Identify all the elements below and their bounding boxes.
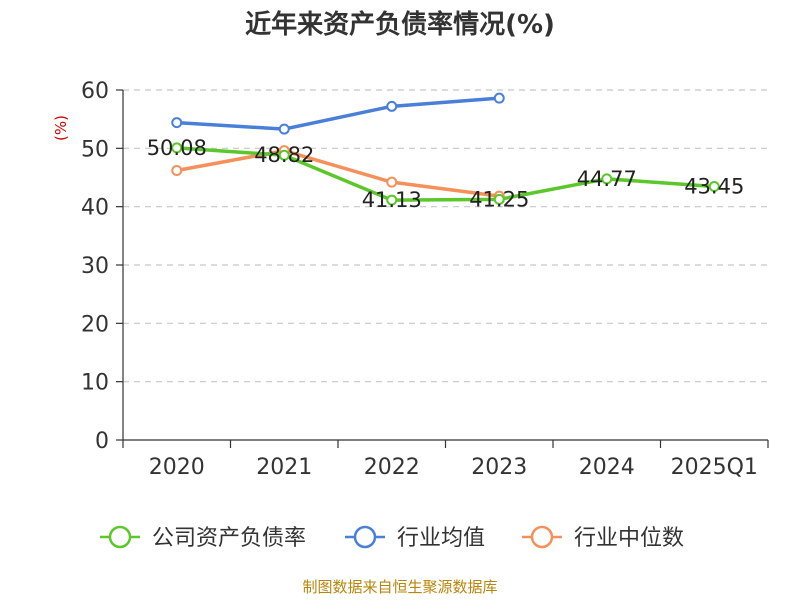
- data-point[interactable]: [171, 165, 183, 176]
- chart-title: 近年来资产负债率情况(%): [245, 9, 555, 40]
- data-point[interactable]: [493, 193, 505, 205]
- legend-item[interactable]: 公司资产负债率: [100, 525, 306, 551]
- series-lines: [171, 92, 720, 206]
- data-labels: 50.08 48.82 41.13 41.25 44.77 43.45: [147, 136, 745, 212]
- data-point[interactable]: [386, 176, 398, 188]
- x-tick-label: 2025Q1: [671, 455, 758, 480]
- legend[interactable]: 公司资产负债率 行业均值 行业中位数: [100, 525, 684, 551]
- data-point[interactable]: [493, 92, 505, 104]
- data-label: 44.77: [577, 167, 637, 191]
- legend-label: 公司资产负债率: [152, 526, 306, 551]
- series-line: [175, 148, 501, 198]
- data-label: 41.13: [362, 188, 422, 212]
- legend-label: 行业中位数: [574, 526, 684, 551]
- series-line: [175, 146, 716, 202]
- x-tick-label: 2020: [149, 455, 205, 480]
- y-axis-unit: (%): [52, 115, 70, 141]
- y-tick-label: 30: [81, 254, 109, 279]
- series-0: [171, 142, 720, 206]
- data-point[interactable]: [386, 194, 398, 206]
- source-note: 制图数据来自恒生聚源数据库: [302, 578, 497, 596]
- data-point[interactable]: [601, 173, 613, 185]
- legend-item[interactable]: 行业中位数: [522, 525, 684, 551]
- series-line: [175, 96, 501, 131]
- y-tick-label: 0: [95, 429, 109, 454]
- axes: 0 10 20 30 40 50 60 2020 2021 2022 2023 2024 2025Q1: [81, 79, 769, 480]
- x-tick-label: 2024: [579, 455, 635, 480]
- data-point[interactable]: [278, 149, 290, 161]
- x-tick-label: 2023: [471, 455, 527, 480]
- legend-marker: [353, 525, 377, 549]
- data-label: 48.82: [254, 143, 314, 167]
- legend-item[interactable]: 行业均值: [345, 525, 485, 551]
- x-tick-label: 2021: [256, 455, 312, 480]
- data-label: 43.45: [684, 175, 744, 199]
- y-tick-label: 40: [81, 196, 109, 221]
- series-2: [171, 145, 505, 202]
- grid: [123, 89, 768, 383]
- data-point[interactable]: [171, 117, 183, 129]
- data-point[interactable]: [386, 100, 398, 112]
- y-tick-label: 20: [81, 312, 109, 337]
- data-point[interactable]: [708, 181, 720, 193]
- y-tick-label: 10: [81, 371, 109, 396]
- legend-label: 行业均值: [397, 526, 485, 551]
- data-label: 41.25: [469, 187, 529, 211]
- series-1: [171, 92, 505, 135]
- data-point[interactable]: [278, 123, 290, 135]
- legend-marker: [108, 525, 132, 549]
- x-tick-label: 2022: [364, 455, 420, 480]
- data-point[interactable]: [171, 142, 183, 154]
- legend-marker: [530, 525, 554, 549]
- data-label: 50.08: [147, 136, 207, 160]
- y-tick-label: 60: [81, 79, 109, 104]
- y-tick-label: 50: [81, 137, 109, 162]
